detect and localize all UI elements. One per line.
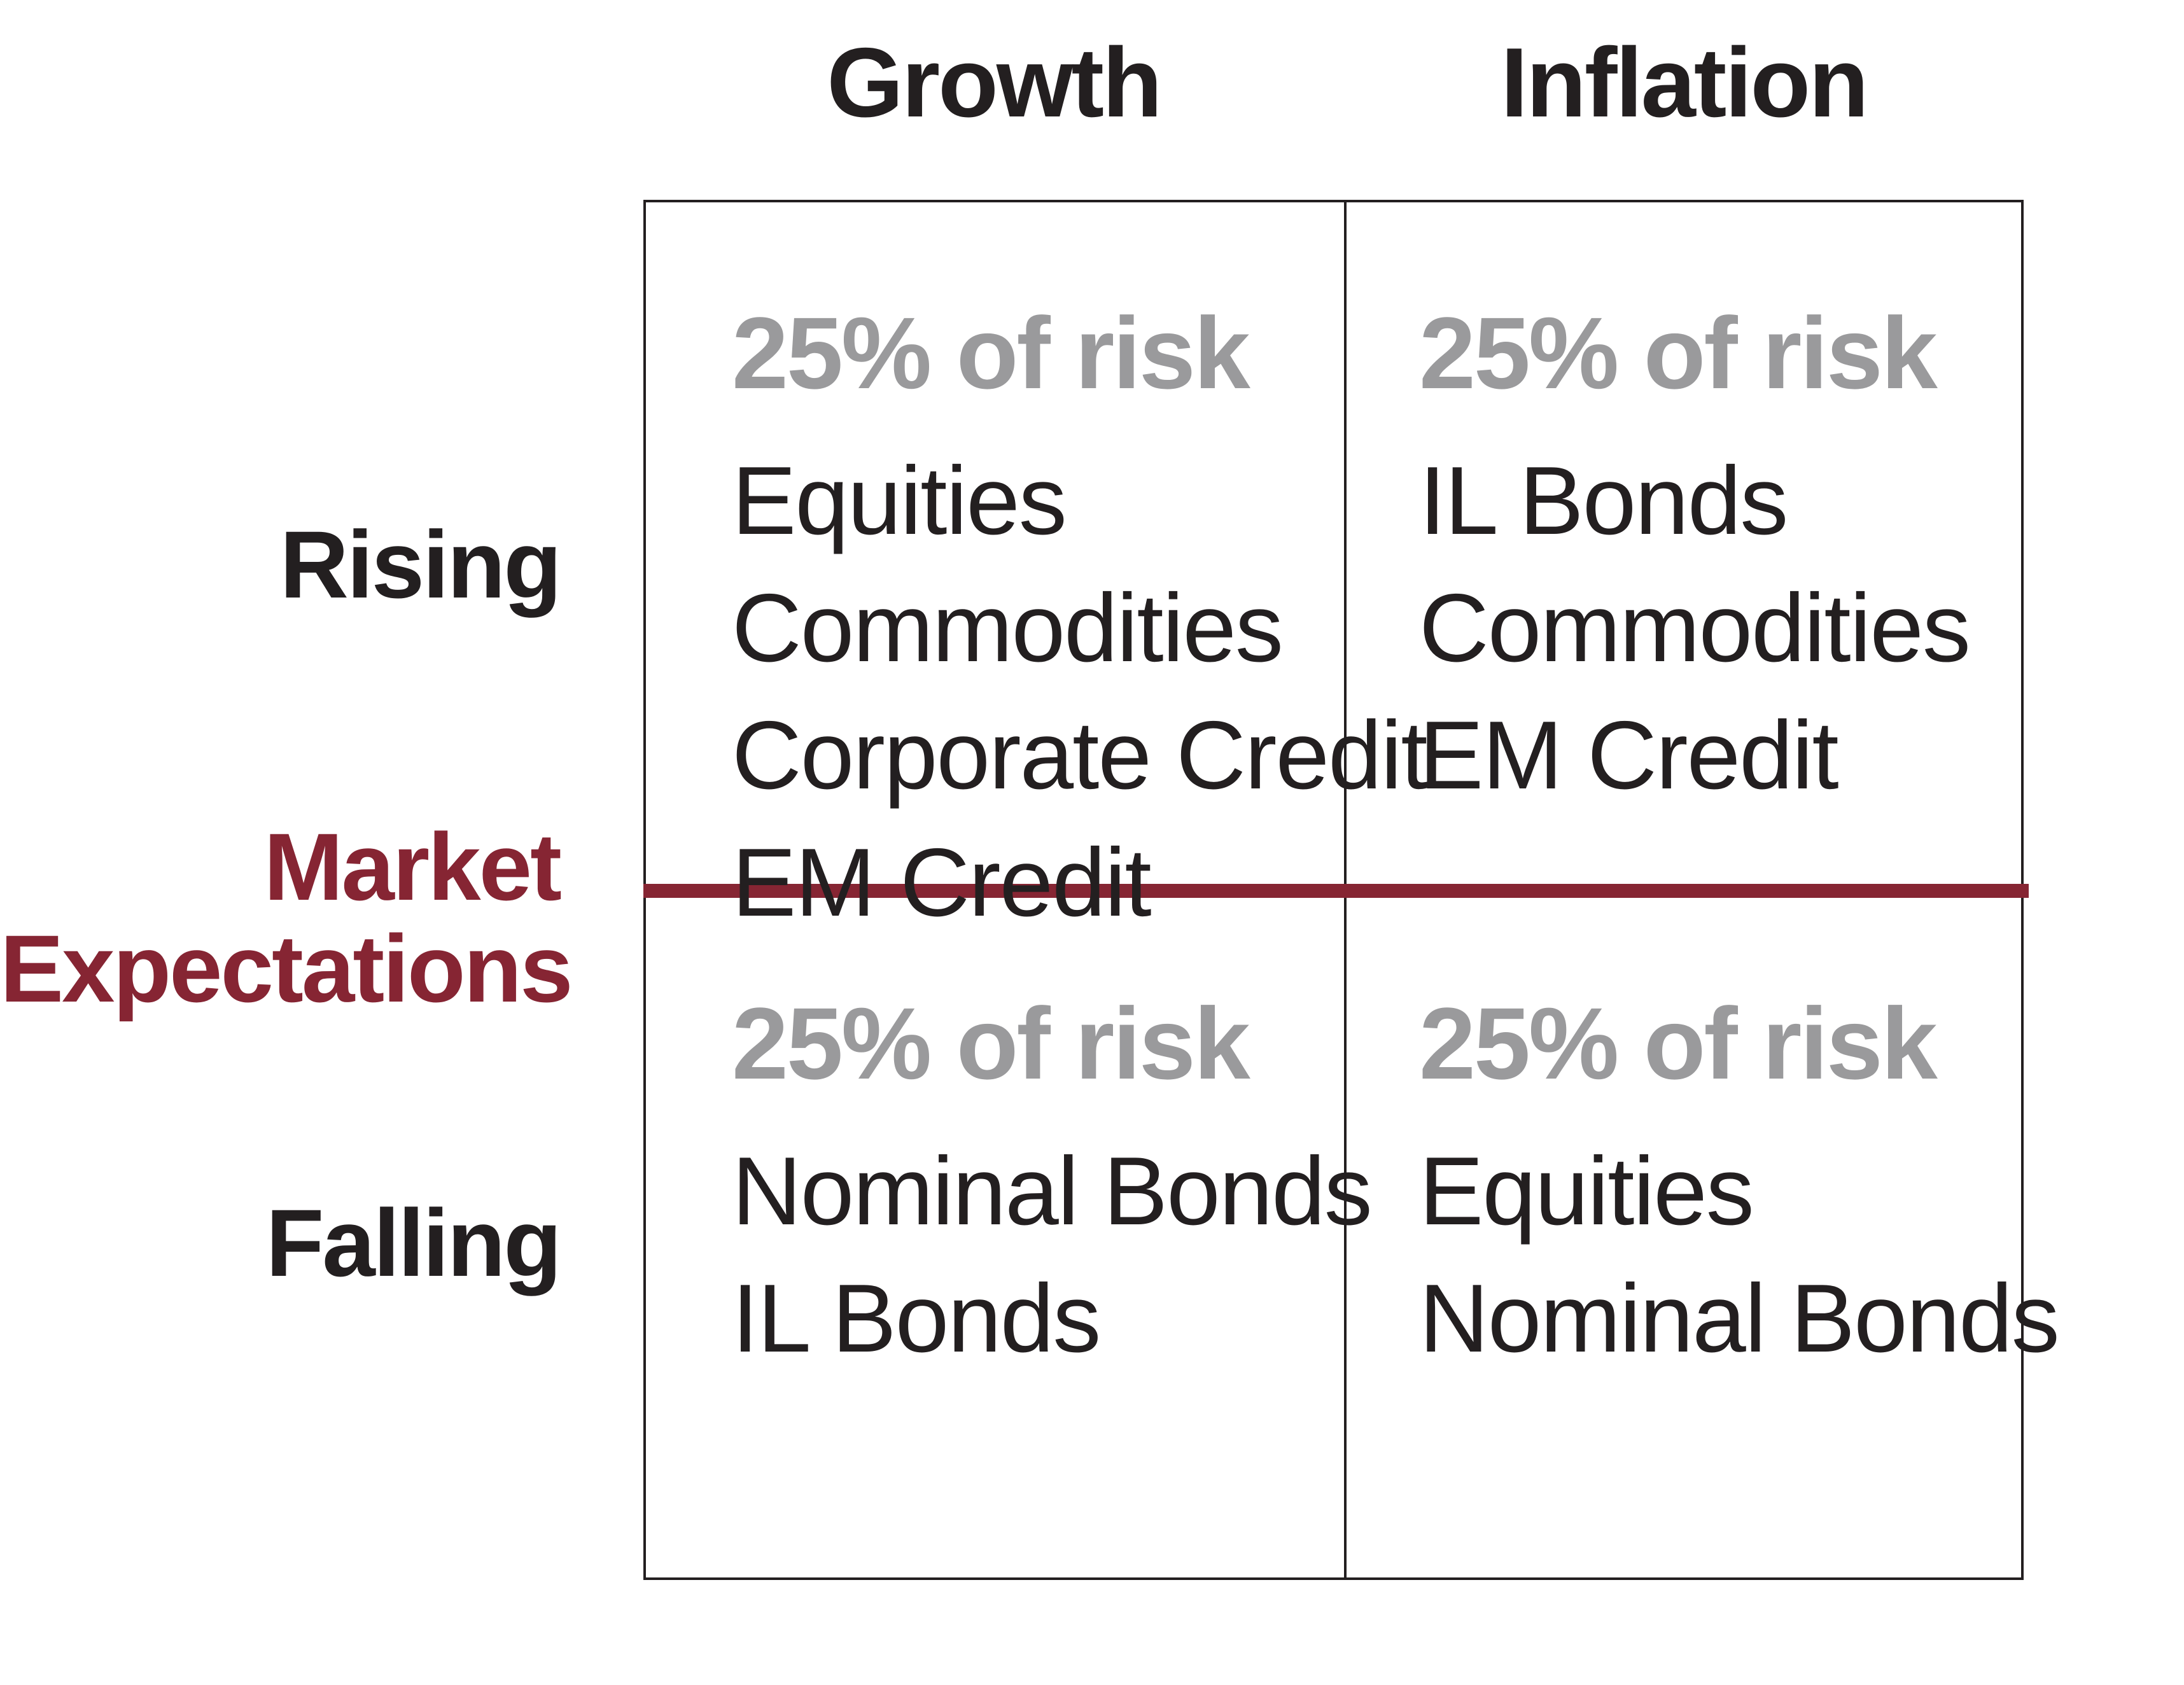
asset-item: Nominal Bonds (732, 1137, 1373, 1245)
column-header-inflation: Inflation (1501, 27, 1869, 137)
asset-item: Equities (732, 447, 1067, 555)
asset-item: Equities (1419, 1137, 1754, 1245)
axis-label-market-expectations: Market Expectations (0, 813, 573, 1022)
asset-item: EM Credit (1419, 701, 1839, 809)
asset-item: Commodities (732, 574, 1284, 682)
asset-item: IL Bonds (732, 1264, 1101, 1373)
asset-item: Nominal Bonds (1419, 1264, 2060, 1373)
asset-list: IL Bonds Commodities EM Credit (1419, 437, 1992, 819)
asset-item: EM Credit (732, 829, 1152, 937)
risk-share-label: 25% of risk (1419, 986, 1938, 1100)
axis-label-line-1: Market (263, 813, 562, 920)
risk-share-label: 25% of risk (1419, 296, 1938, 410)
asset-item: Commodities (1419, 574, 1971, 682)
quadrant-falling-growth: 25% of risk Nominal Bonds IL Bonds (732, 986, 1373, 1382)
quadrant-rising-growth: 25% of risk Equities Commodities Corpora… (732, 296, 1428, 946)
axis-label-line-2: Expectations (0, 915, 573, 1022)
asset-item: IL Bonds (1419, 447, 1788, 555)
risk-share-label: 25% of risk (732, 986, 1250, 1100)
quadrant-falling-inflation: 25% of risk Equities Nominal Bonds (1419, 986, 2060, 1382)
row-label-rising: Rising (279, 511, 562, 618)
risk-share-label: 25% of risk (732, 296, 1250, 410)
market-expectations-divider-line (643, 884, 2029, 898)
quadrant-rising-inflation: 25% of risk IL Bonds Commodities EM Cred… (1419, 302, 1992, 819)
asset-item: Corporate Credit (732, 701, 1428, 809)
asset-list: Equities Commodities Corporate Credit EM… (732, 437, 1428, 946)
row-label-falling: Falling (265, 1189, 562, 1296)
asset-list: Nominal Bonds IL Bonds (732, 1128, 1373, 1382)
column-header-growth: Growth (827, 27, 1162, 137)
asset-list: Equities Nominal Bonds (1419, 1128, 2060, 1382)
